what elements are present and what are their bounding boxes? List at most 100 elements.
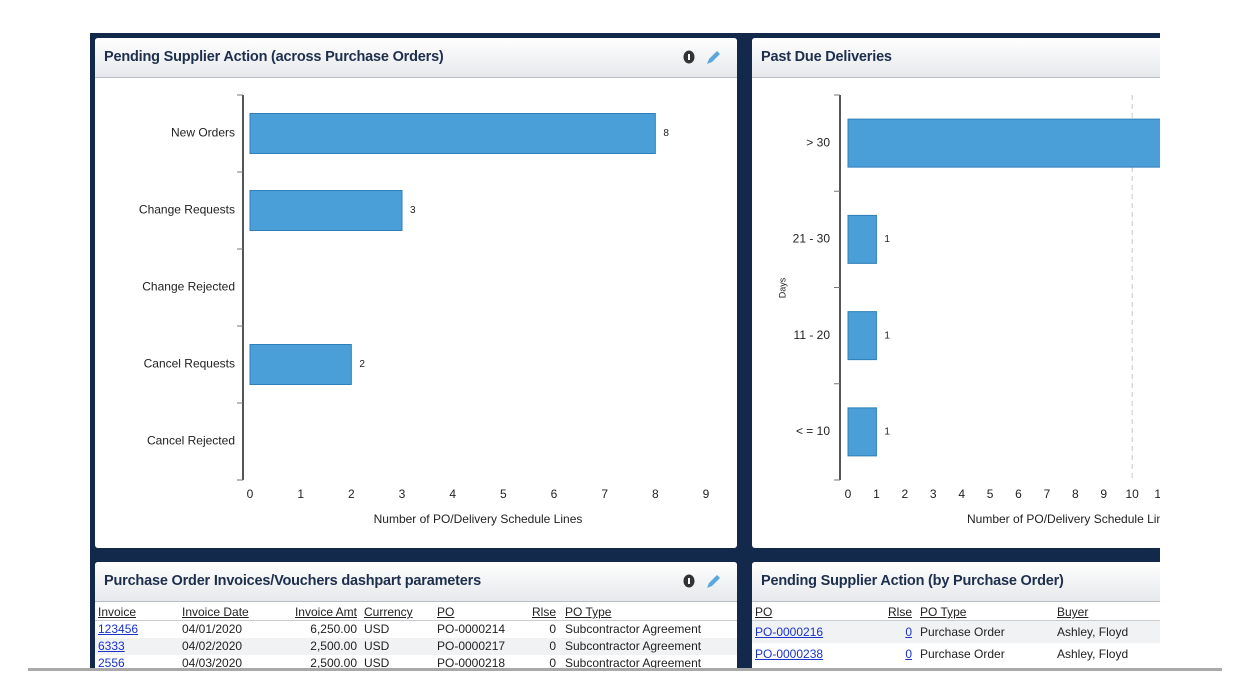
category-label: > 30 (806, 135, 830, 149)
column-header[interactable]: Rlse (531, 605, 556, 619)
value-label: 1 (884, 427, 890, 438)
x-tick-label: 3 (930, 487, 937, 501)
x-tick-label: 1 (297, 487, 304, 501)
x-tick-label: 2 (348, 487, 355, 501)
cell: USD (364, 656, 390, 668)
cell: Subcontractor Agreement (565, 656, 702, 668)
cell: 04/03/2020 (182, 656, 243, 668)
category-label: Change Requests (139, 203, 235, 217)
cell: 04/02/2020 (182, 639, 243, 653)
cell: PO-0000217 (437, 639, 506, 653)
cell: 6,250.00 (310, 622, 357, 636)
cell-link[interactable]: PO-0000216 (755, 624, 824, 639)
chart-panel: Past Due Deliveries 0 1 2 3 4 5 6 7 8 9 10 11 Number… (752, 38, 1160, 548)
category-label: 11 - 20 (794, 328, 831, 342)
column-header[interactable]: Invoice Date (182, 605, 249, 619)
panel-header: Pending Supplier Action (across Purchase… (95, 38, 737, 78)
value-label: 2 (359, 359, 365, 370)
panel-icons (683, 50, 720, 64)
x-tick-label: 0 (247, 487, 254, 501)
header-rule (752, 620, 1160, 621)
panel-title: Pending Supplier Action (by Purchase Ord… (761, 573, 1064, 589)
x-tick-label: 7 (601, 487, 608, 501)
panel-header: Past Due Deliveries (752, 38, 1160, 78)
x-tick-label: 0 (845, 487, 852, 501)
chart: 0 1 2 3 4 5 6 7 8 9 Number of PO/Delivery Schedule… (139, 94, 710, 526)
cell: Subcontractor Agreement (565, 622, 702, 636)
panel-header: Pending Supplier Action (by Purchase Ord… (752, 562, 1160, 602)
value-label: 8 (663, 128, 669, 139)
column-header[interactable]: Invoice Amt (294, 605, 357, 619)
x-tick-label: 9 (703, 487, 710, 501)
column-header[interactable]: Currency (364, 605, 413, 619)
edit-icon[interactable] (707, 575, 720, 588)
cell-link[interactable]: 6333 (98, 639, 125, 653)
cell: Subcontractor Agreement (565, 639, 702, 653)
x-tick-label: 8 (652, 487, 659, 501)
cell-link[interactable]: 0 (905, 624, 912, 639)
column-header[interactable]: Buyer (1057, 605, 1089, 619)
x-tick-label: 4 (449, 487, 456, 501)
cell-link[interactable]: 2556 (98, 656, 125, 668)
column-header[interactable]: PO Type (920, 605, 967, 619)
cell: Ashley, Floyd (1057, 624, 1129, 639)
x-tick-label: 6 (551, 487, 558, 501)
x-tick-label: 5 (987, 487, 994, 501)
x-tick-label: 9 (1100, 487, 1107, 501)
cell: USD (364, 622, 390, 636)
row-background (752, 621, 1160, 643)
cell: Purchase Order (920, 624, 1005, 639)
edit-icon[interactable] (707, 51, 720, 64)
x-tick-label: 4 (958, 487, 965, 501)
column-header[interactable]: PO Type (565, 605, 612, 619)
bar (249, 113, 656, 154)
x-tick-label: 8 (1072, 487, 1079, 501)
row-background (95, 638, 737, 655)
info-glyph (688, 578, 690, 584)
cell: 0 (549, 639, 556, 653)
table: PO Rlse PO Type Buyer PO-0000216 0 Purchase Or… (752, 602, 1160, 668)
x-tick-label: 1 (873, 487, 880, 501)
cell: PO-0000218 (437, 656, 506, 668)
column-header[interactable]: Invoice (98, 605, 137, 619)
x-tick-label: 6 (1015, 487, 1022, 501)
panel-title: Purchase Order Invoices/Vouchers dashpar… (104, 573, 481, 589)
table-panel: Purchase Order Invoices/Vouchers dashpar… (95, 562, 737, 668)
table: Invoice Invoice Date Invoice Amt Currency PO… (95, 602, 737, 668)
cell-link[interactable]: PO-0000238 (755, 646, 824, 661)
cell-link[interactable]: 0 (905, 646, 912, 661)
cell: Ashley, Floyd (1057, 646, 1129, 661)
bar (249, 344, 352, 385)
bar (847, 118, 1160, 168)
category-label: Cancel Rejected (147, 434, 235, 448)
x-axis-label: Number of PO/Delivery Schedule Lines (967, 512, 1160, 526)
x-tick-label: 5 (500, 487, 507, 501)
panel-title: Past Due Deliveries (761, 49, 892, 65)
column-header[interactable]: PO (437, 605, 455, 619)
x-tick-label: 3 (399, 487, 406, 501)
bar (847, 214, 877, 264)
value-label: 3 (410, 205, 416, 216)
dashboard: Pending Supplier Action (across Purchase… (90, 33, 1160, 668)
x-tick-label: 11 (1154, 487, 1160, 501)
column-header[interactable]: PO (755, 605, 773, 619)
panel-title: Pending Supplier Action (across Purchase… (104, 49, 444, 65)
category-label: New Orders (171, 126, 235, 140)
cell: PO-0000214 (437, 622, 506, 636)
value-label: 1 (884, 330, 890, 341)
y-axis-label: Days (777, 277, 787, 298)
cell-link[interactable]: 123456 (98, 622, 139, 636)
bar (847, 407, 877, 457)
category-label: Change Rejected (142, 280, 235, 294)
panel-icons (683, 574, 720, 588)
value-label: 1 (884, 234, 890, 245)
column-header[interactable]: Rlse (887, 605, 912, 619)
category-label: < = 10 (796, 424, 830, 438)
cell: 04/01/2020 (182, 622, 243, 636)
header-rule (95, 620, 737, 621)
category-label: Cancel Requests (144, 357, 235, 371)
table-panel: Pending Supplier Action (by Purchase Ord… (752, 562, 1160, 668)
bottom-rule (28, 668, 1222, 671)
